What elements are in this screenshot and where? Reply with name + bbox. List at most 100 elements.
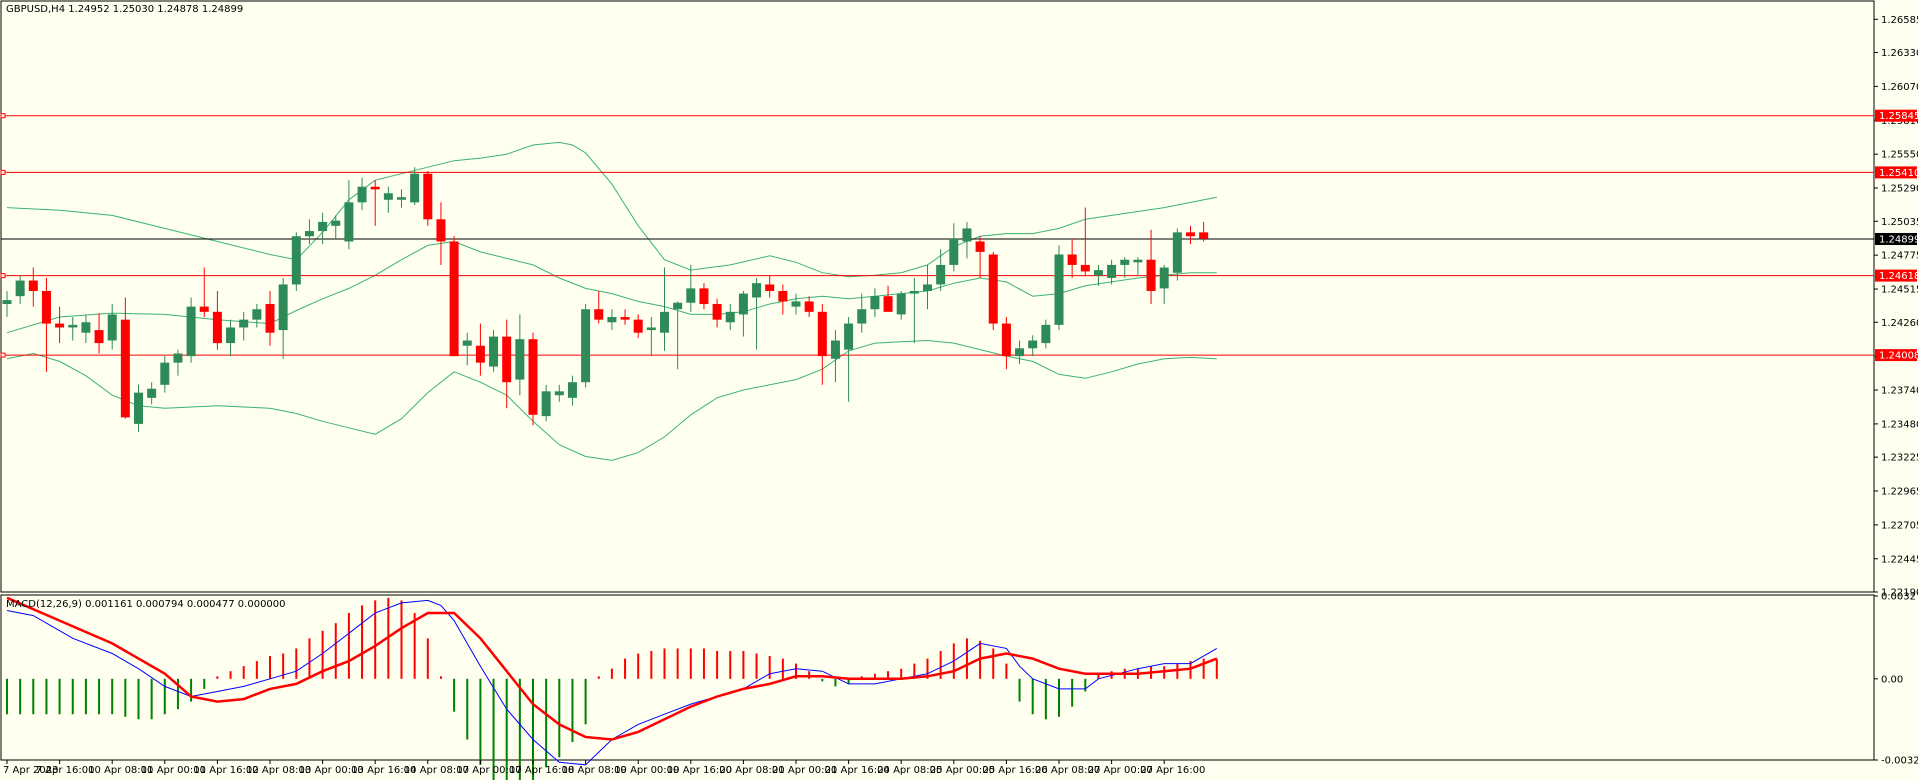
candle-body: [633, 319, 643, 333]
candle-body: [1028, 340, 1038, 349]
time-tick-label: 11 Apr 16:00: [193, 765, 258, 776]
candle-body: [778, 290, 788, 302]
candle-body: [120, 319, 130, 418]
candle-body: [489, 336, 499, 367]
time-tick-label: 14 Apr 08:00: [404, 765, 469, 776]
price-tick-label: 1.26585: [1881, 15, 1918, 26]
time-tick-label: 17 Apr 16:00: [509, 765, 574, 776]
candle-body: [94, 330, 104, 344]
candle-body: [699, 288, 709, 305]
candle-body: [541, 391, 551, 417]
candle-body: [1159, 267, 1169, 289]
candle-body: [1107, 264, 1117, 278]
time-tick-label: 19 Apr 00:00: [614, 765, 679, 776]
candle-body: [1067, 254, 1077, 265]
macd-axis: 0.003273 0.00 -0.003209: [1874, 592, 1918, 767]
candle-body: [857, 309, 867, 324]
price-pane[interactable]: [0, 0, 1875, 593]
time-tick-label: 21 Apr 16:00: [825, 765, 890, 776]
candle-body: [620, 317, 630, 320]
candle-body: [554, 391, 564, 396]
candle-body: [975, 241, 985, 252]
candle-body: [962, 228, 972, 242]
candle-body: [134, 392, 143, 424]
time-tick-label: 26 Apr 08:00: [1035, 765, 1100, 776]
candle-body: [725, 311, 735, 323]
candle-body: [581, 309, 591, 383]
candle-body: [449, 241, 459, 357]
candle-body: [594, 309, 604, 320]
macd-pane-frame: [0, 594, 1875, 761]
candle-body: [949, 238, 959, 265]
candle-body: [765, 284, 775, 291]
bollinger-lower-band: [6, 339, 1217, 461]
price-tick-label: 1.25035: [1881, 217, 1918, 228]
candle-body: [1001, 323, 1011, 357]
candle-body: [291, 236, 301, 285]
price-tick-label: 1.25550: [1881, 150, 1918, 161]
candle-body: [1080, 264, 1090, 272]
candle-body: [883, 296, 893, 312]
candle-body: [160, 362, 170, 385]
candle-body: [660, 311, 669, 333]
price-tick-label: 1.22190: [1881, 588, 1918, 599]
macd-pane[interactable]: [0, 594, 1875, 780]
time-tick-label: 25 Apr 00:00: [930, 765, 995, 776]
candle-body: [686, 288, 696, 303]
level-handle: [0, 273, 6, 279]
candle-body: [1133, 259, 1143, 263]
candle-body: [383, 193, 393, 200]
time-tick-label: 10 Apr 08:00: [88, 765, 153, 776]
time-tick-label: 7 Apr 16:00: [36, 765, 95, 776]
level-price-tag: [1875, 109, 1917, 122]
time-tick-label: 21 Apr 00:00: [772, 765, 837, 776]
candle-body: [199, 306, 209, 312]
candle-body: [239, 319, 249, 328]
candle-body: [475, 345, 485, 363]
candle-body: [1172, 232, 1182, 273]
candle-body: [423, 173, 433, 220]
current-price-label: 1.24899: [1879, 234, 1918, 245]
candle-body: [673, 302, 683, 310]
price-tick-label: 1.23740: [1881, 386, 1918, 397]
candle-body: [436, 219, 446, 242]
time-tick-label: 13 Apr 00:00: [299, 765, 364, 776]
candle-body: [265, 304, 275, 333]
level-handle: [0, 113, 6, 119]
candle-body: [370, 186, 380, 190]
price-axis: 1.265851.263301.260701.258101.255501.252…: [1874, 15, 1918, 599]
price-tick-label: 1.22445: [1881, 554, 1918, 565]
macd-tick-label: -0.003209: [1881, 756, 1918, 767]
price-tick-label: 1.24775: [1881, 251, 1918, 262]
candle-body: [318, 221, 328, 232]
candle-body: [909, 290, 919, 294]
candle-body: [791, 301, 801, 307]
candle-body: [41, 290, 51, 324]
time-tick-label: 12 Apr 08:00: [246, 765, 311, 776]
candle-body: [2, 300, 12, 305]
macd-info-label: MACD(12,26,9) 0.001161 0.000794 0.000477…: [6, 599, 286, 610]
candle-body: [462, 340, 472, 346]
level-handle: [0, 352, 6, 358]
time-tick-label: 20 Apr 08:00: [719, 765, 784, 776]
candle-body: [173, 353, 183, 363]
candle-body: [331, 220, 341, 226]
time-tick-label: 19 Apr 16:00: [667, 765, 732, 776]
time-tick-label: 18 Apr 08:00: [562, 765, 627, 776]
candle-body: [1093, 270, 1103, 276]
candle-body: [1041, 324, 1051, 344]
level-price-label: 1.24618: [1879, 271, 1918, 282]
candle-body: [147, 388, 157, 398]
candle-body: [830, 340, 840, 359]
macd-tick-label: 0.003273: [1881, 592, 1918, 603]
candle-body: [844, 323, 854, 350]
signal-line: [6, 596, 1218, 741]
candle-body: [528, 339, 538, 415]
candle-body: [804, 301, 814, 312]
candle-body: [1054, 254, 1064, 325]
candle-body: [397, 197, 406, 200]
candle-body: [752, 283, 762, 298]
candle-body: [502, 336, 512, 383]
